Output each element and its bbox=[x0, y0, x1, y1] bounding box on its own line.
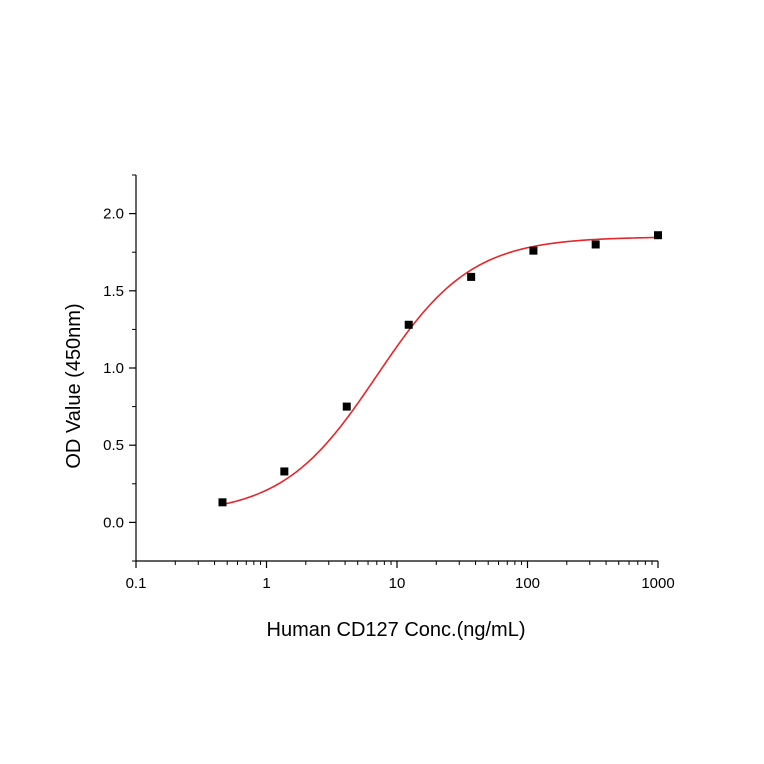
x-tick-label: 100 bbox=[515, 575, 540, 592]
fit-curve-layer bbox=[222, 236, 659, 506]
y-tick-label: 1.5 bbox=[103, 283, 124, 300]
y-tick-label: 1.0 bbox=[103, 360, 124, 377]
data-point bbox=[404, 320, 413, 329]
x-tick-label: 0.1 bbox=[126, 575, 147, 592]
data-point bbox=[280, 467, 289, 476]
plot-axes bbox=[129, 174, 659, 568]
x-axis-title: Human CD127 Conc.(ng/mL) bbox=[267, 619, 526, 641]
data-points-layer bbox=[218, 231, 662, 507]
fit-curve-line bbox=[222, 236, 659, 506]
data-point bbox=[342, 402, 351, 411]
y-axis-title: OD Value (450nm) bbox=[63, 303, 85, 468]
x-tick-label: 10 bbox=[389, 575, 406, 592]
x-tick-label: 1000 bbox=[641, 575, 674, 592]
data-point bbox=[591, 240, 600, 249]
data-point bbox=[529, 246, 538, 255]
y-tick-label: 0.0 bbox=[103, 514, 124, 531]
data-point bbox=[467, 272, 476, 281]
y-tick-label: 2.0 bbox=[103, 206, 124, 223]
data-point bbox=[654, 231, 662, 240]
y-tick-labels: 0.0 0.5 1.0 1.5 2.0 bbox=[103, 206, 124, 532]
x-tick-label: 1 bbox=[262, 575, 270, 592]
y-tick-label: 0.5 bbox=[103, 437, 124, 454]
data-point bbox=[218, 498, 227, 507]
x-tick-labels: 0.1 1 10 100 1000 bbox=[126, 575, 675, 592]
